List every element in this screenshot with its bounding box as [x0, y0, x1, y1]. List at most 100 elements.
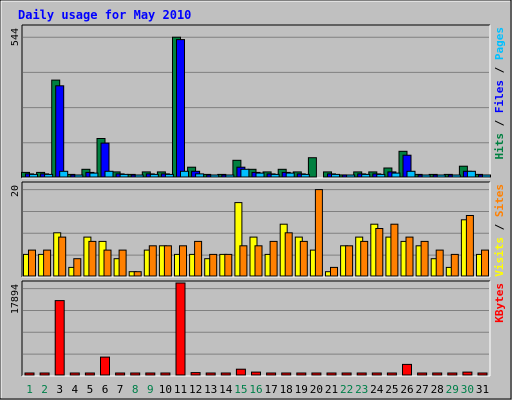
bar-visits-sites: [390, 223, 399, 277]
bar-hits-pages: [210, 174, 220, 178]
bar-visits-sites: [299, 240, 308, 277]
bar-kbytes-kbytes: [311, 372, 322, 376]
panel-visits: 20 Visits / Sites: [10, 181, 506, 278]
bar-kbytes-kbytes: [24, 372, 35, 376]
day-label: 10: [159, 383, 172, 396]
bar-hits-pages: [406, 170, 416, 178]
bar-hits-pages: [285, 172, 295, 178]
bar-hits-pages: [119, 173, 129, 178]
day-label: 13: [204, 383, 217, 396]
bar-hits-pages: [149, 173, 159, 178]
day-label: 22: [340, 383, 353, 396]
bar-kbytes-kbytes: [326, 372, 337, 376]
series-sites: [28, 189, 489, 277]
bar-hits-hits: [307, 157, 317, 178]
day-label: 12: [189, 383, 202, 396]
bar-visits-sites: [209, 253, 218, 277]
bar-visits-sites: [224, 253, 233, 277]
bar-hits-pages: [270, 173, 280, 178]
day-label: 27: [415, 383, 428, 396]
bar-visits-sites: [465, 215, 474, 277]
day-label: 7: [117, 383, 124, 396]
bar-kbytes-kbytes: [447, 372, 458, 376]
bar-kbytes-kbytes: [220, 372, 231, 376]
bar-kbytes-kbytes: [115, 372, 126, 376]
day-label: 15: [234, 383, 247, 396]
day-label: 1: [26, 383, 33, 396]
bar-hits-pages: [104, 170, 114, 178]
day-label: 6: [102, 383, 109, 396]
day-label: 5: [87, 383, 94, 396]
panel-kbytes-max-label: 17894: [10, 284, 21, 314]
day-label: 11: [174, 383, 187, 396]
bar-hits-pages: [482, 174, 491, 178]
day-label: 8: [132, 383, 139, 396]
bar-visits-sites: [133, 271, 142, 277]
bar-visits-sites: [43, 249, 52, 277]
panel-kbytes: 17894 KBytes: [10, 280, 506, 377]
panel-visits-legend: Visits / Sites: [493, 184, 506, 277]
panel-kbytes-background: [22, 281, 490, 376]
bar-kbytes-kbytes: [402, 363, 412, 376]
panel-hits-max-label: 544: [10, 28, 21, 46]
panel-hits-background: [22, 25, 490, 178]
bar-visits-sites: [345, 245, 354, 277]
panel-kbytes-legend: KBytes: [493, 283, 506, 323]
day-label: 18: [280, 383, 293, 396]
bar-visits-sites: [254, 245, 263, 277]
bar-visits-sites: [405, 236, 414, 277]
bar-kbytes-kbytes: [235, 368, 246, 376]
bar-visits-sites: [360, 240, 369, 277]
bar-hits-pages: [331, 173, 340, 178]
day-label: 31: [476, 383, 489, 396]
bar-kbytes-kbytes: [266, 372, 277, 376]
legend-entry: Hits: [493, 133, 506, 160]
bar-kbytes-kbytes: [84, 372, 95, 376]
bar-visits-sites: [435, 249, 444, 277]
bar-hits-pages: [421, 174, 431, 178]
bar-hits-pages: [225, 174, 235, 178]
day-label: 9: [147, 383, 154, 396]
day-label: 24: [370, 383, 384, 396]
bar-hits-pages: [391, 172, 401, 178]
bar-hits-pages: [255, 172, 265, 178]
bar-kbytes-kbytes: [417, 372, 428, 376]
day-label: 26: [400, 383, 413, 396]
bar-kbytes-kbytes: [281, 372, 292, 376]
series-pages: [29, 168, 491, 178]
legend-entry: KBytes: [493, 283, 506, 323]
legend-entry: /: [493, 217, 506, 237]
bar-hits-pages: [195, 173, 205, 178]
day-label: 25: [385, 383, 398, 396]
bar-visits-sites: [88, 240, 97, 277]
bar-kbytes-kbytes: [130, 372, 141, 376]
bar-kbytes-kbytes: [39, 372, 50, 376]
bar-hits-pages: [74, 174, 84, 178]
bar-hits-pages: [240, 168, 250, 178]
panel-hits: 544 Hits / Files / Pages: [10, 24, 506, 179]
bar-visits-sites: [163, 245, 172, 277]
day-label: 23: [355, 383, 368, 396]
bar-hits-pages: [346, 174, 356, 178]
bar-visits-sites: [118, 249, 127, 277]
bar-hits-pages: [29, 173, 38, 178]
bar-hits-pages: [164, 173, 174, 178]
bar-visits-sites: [481, 249, 489, 277]
bar-kbytes-kbytes: [296, 372, 307, 376]
day-label: 3: [56, 383, 63, 396]
bar-kbytes-kbytes: [477, 372, 488, 376]
bar-kbytes-kbytes: [190, 372, 201, 376]
day-label: 28: [431, 383, 444, 396]
x-axis-day-labels: 1 2 3 4 5 6 7 8 9 10 11 12 13 14 15 16 17 18 19 20 21 22 23 24 2…: [26, 383, 489, 396]
bar-hits-pages: [89, 172, 99, 178]
day-label: 19: [295, 383, 308, 396]
bar-hits-pages: [59, 170, 69, 178]
bar-hits-files: [176, 39, 185, 178]
bar-kbytes-kbytes: [54, 300, 65, 376]
bar-visits-sites: [284, 232, 293, 277]
bar-visits-sites: [420, 240, 429, 277]
day-label: 29: [446, 383, 459, 396]
bar-hits-files: [55, 85, 65, 178]
legend-entry: Visits: [493, 237, 506, 277]
bar-visits-sites: [314, 189, 323, 277]
